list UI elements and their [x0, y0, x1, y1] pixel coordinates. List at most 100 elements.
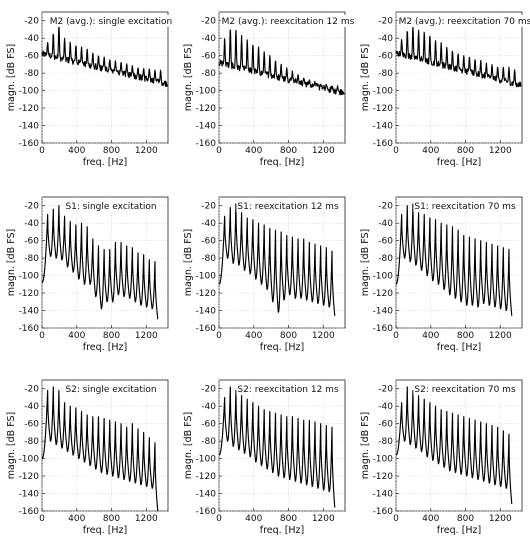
y-tick-label: -140 — [373, 122, 394, 132]
x-tick-label: 800 — [103, 146, 120, 156]
y-tick-label: -120 — [373, 289, 394, 299]
y-tick-label: -160 — [196, 507, 217, 517]
title-backdrop — [413, 200, 517, 212]
plot-area — [395, 11, 523, 144]
y-tick-label: -80 — [24, 437, 39, 447]
x-axis-label: freq. [Hz] — [260, 525, 305, 536]
y-tick-label: -100 — [373, 455, 394, 465]
title-backdrop — [236, 383, 340, 395]
x-tick-label: 800 — [280, 146, 297, 156]
y-tick-label: -100 — [196, 87, 217, 97]
y-tick-label: -120 — [373, 472, 394, 482]
x-tick-label: 0 — [216, 331, 222, 341]
spectrum-line — [41, 386, 159, 512]
y-tick-label: -80 — [201, 69, 216, 79]
y-tick-label: -20 — [201, 202, 216, 212]
grid — [41, 380, 168, 512]
x-tick-label: 0 — [216, 514, 222, 524]
y-tick-label: -40 — [378, 219, 393, 229]
y-axis-label: magn. [dB FS] — [183, 44, 194, 111]
y-tick-label: -140 — [196, 122, 217, 132]
y-tick-label: -40 — [201, 34, 216, 44]
y-tick-label: -120 — [19, 472, 40, 482]
x-tick-label: 0 — [39, 514, 45, 524]
y-axis-label: magn. [dB FS] — [360, 44, 371, 111]
x-tick-label: 400 — [245, 514, 262, 524]
y-tick-label: -120 — [19, 104, 40, 114]
grid — [395, 12, 522, 144]
subplot-title: S1: reexcitation 12 ms — [237, 202, 339, 212]
y-tick-label: -60 — [378, 237, 393, 247]
y-tick-label: -120 — [373, 104, 394, 114]
y-tick-label: -80 — [24, 254, 39, 264]
x-tick-label: 400 — [245, 331, 262, 341]
x-tick-label: 400 — [68, 514, 85, 524]
x-tick-label: 0 — [39, 331, 45, 341]
spectrum-line — [218, 386, 336, 508]
y-tick-label: -20 — [24, 202, 39, 212]
subplot-title: S2: reexcitation 70 ms — [414, 385, 516, 395]
y-tick-label: -120 — [196, 104, 217, 114]
y-tick-label: -100 — [19, 87, 40, 97]
y-tick-label: -120 — [196, 472, 217, 482]
y-tick-label: -20 — [24, 17, 39, 27]
y-tick-label: -140 — [196, 307, 217, 317]
spectrum-line — [218, 203, 336, 316]
y-tick-label: -20 — [201, 385, 216, 395]
y-tick-label: -60 — [24, 52, 39, 62]
y-tick-label: -20 — [201, 17, 216, 27]
x-tick-label: 800 — [103, 331, 120, 341]
x-tick-label: 1200 — [489, 331, 512, 341]
title-backdrop — [413, 383, 517, 395]
x-tick-label: 0 — [216, 146, 222, 156]
x-tick-label: 1200 — [489, 146, 512, 156]
y-tick-label: -80 — [378, 437, 393, 447]
y-tick-label: -40 — [378, 34, 393, 44]
x-tick-label: 400 — [422, 514, 439, 524]
y-tick-label: -160 — [373, 507, 394, 517]
spectrum-line — [41, 205, 159, 320]
title-backdrop — [48, 15, 174, 27]
y-tick-label: -140 — [19, 490, 40, 500]
y-tick-label: -100 — [373, 272, 394, 282]
y-tick-label: -140 — [373, 307, 394, 317]
spectrum-line — [41, 24, 168, 88]
y-axis-label: magn. [dB FS] — [360, 229, 371, 296]
x-axis-label: freq. [Hz] — [260, 342, 305, 353]
x-tick-label: 400 — [245, 146, 262, 156]
y-tick-label: -40 — [378, 402, 393, 412]
y-tick-label: -60 — [201, 420, 216, 430]
x-tick-label: 800 — [457, 146, 474, 156]
x-axis-label: freq. [Hz] — [260, 157, 305, 168]
y-tick-label: -60 — [378, 52, 393, 62]
y-tick-label: -140 — [19, 307, 40, 317]
spectrum-line — [395, 26, 522, 88]
y-tick-label: -100 — [373, 87, 394, 97]
x-axis-label: freq. [Hz] — [437, 157, 482, 168]
x-tick-label: 800 — [457, 331, 474, 341]
y-tick-label: -160 — [19, 324, 40, 334]
spectrum-line — [218, 29, 345, 96]
x-tick-label: 0 — [393, 514, 399, 524]
y-tick-label: -40 — [24, 219, 39, 229]
y-tick-label: -100 — [19, 455, 40, 465]
spectrum-line — [395, 386, 513, 505]
y-tick-label: -160 — [19, 507, 40, 517]
y-axis-label: magn. [dB FS] — [6, 44, 17, 111]
x-axis-label: freq. [Hz] — [437, 525, 482, 536]
x-tick-label: 400 — [422, 331, 439, 341]
subplot-title: S2: reexcitation 12 ms — [237, 385, 339, 395]
y-tick-label: -60 — [201, 237, 216, 247]
y-tick-label: -40 — [24, 34, 39, 44]
x-axis-label: freq. [Hz] — [83, 342, 128, 353]
y-tick-label: -120 — [196, 289, 217, 299]
y-tick-label: -80 — [378, 254, 393, 264]
title-backdrop — [64, 383, 158, 395]
x-tick-label: 1200 — [312, 331, 335, 341]
